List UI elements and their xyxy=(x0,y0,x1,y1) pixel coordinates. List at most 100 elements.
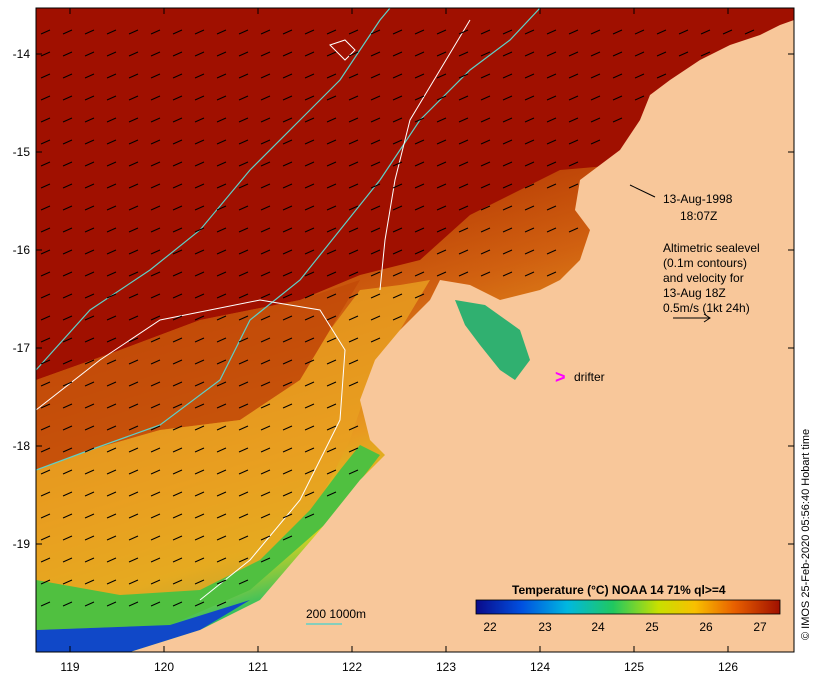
velocity-arrow xyxy=(84,205,95,211)
velocity-arrow xyxy=(62,271,73,277)
velocity-arrow xyxy=(84,359,95,365)
velocity-arrow xyxy=(304,359,315,365)
velocity-arrow xyxy=(172,359,183,365)
velocity-arrow xyxy=(414,161,425,167)
velocity-arrow xyxy=(62,73,73,79)
velocity-arrow xyxy=(150,183,161,189)
velocity-arrow xyxy=(238,139,249,145)
velocity-arrow xyxy=(150,139,161,145)
velocity-arrow xyxy=(282,513,293,519)
velocity-arrow xyxy=(260,381,271,387)
velocity-arrow xyxy=(260,271,271,277)
velocity-arrow xyxy=(260,161,271,167)
velocity-arrow xyxy=(128,381,139,387)
velocity-arrow xyxy=(304,205,315,211)
velocity-arrow xyxy=(678,51,689,57)
cool-coastal-band xyxy=(36,280,430,600)
velocity-arrow xyxy=(238,469,249,475)
velocity-arrow xyxy=(458,249,469,255)
velocity-arrow xyxy=(238,447,249,453)
lat-tick-label: -17 xyxy=(13,341,31,355)
velocity-arrow xyxy=(260,403,271,409)
velocity-arrow xyxy=(502,95,513,101)
velocity-arrow xyxy=(106,161,117,167)
velocity-arrow xyxy=(260,491,271,497)
velocity-arrow xyxy=(348,205,359,211)
velocity-arrow xyxy=(216,161,227,167)
velocity-arrow xyxy=(40,403,51,409)
velocity-arrow xyxy=(590,95,601,101)
velocity-arrow xyxy=(260,337,271,343)
velocity-arrow xyxy=(172,557,183,563)
velocity-arrow xyxy=(194,381,205,387)
velocity-arrow xyxy=(458,227,469,233)
sealevel-contour-3 xyxy=(329,39,356,61)
velocity-arrow xyxy=(40,183,51,189)
velocity-arrow xyxy=(62,293,73,299)
velocity-arrow xyxy=(392,293,403,299)
velocity-arrow xyxy=(194,73,205,79)
velocity-arrow xyxy=(62,29,73,35)
velocity-arrow xyxy=(370,161,381,167)
velocity-arrow xyxy=(62,425,73,431)
velocity-arrow xyxy=(348,249,359,255)
velocity-arrow xyxy=(62,227,73,233)
velocity-arrow xyxy=(40,315,51,321)
velocity-arrow xyxy=(62,359,73,365)
velocity-arrow xyxy=(282,29,293,35)
velocity-arrow xyxy=(172,381,183,387)
velocity-arrow xyxy=(84,249,95,255)
velocity-arrow xyxy=(502,271,513,277)
velocity-arrow xyxy=(282,469,293,475)
velocity-arrow xyxy=(62,161,73,167)
velocity-arrow xyxy=(172,161,183,167)
velocity-arrow xyxy=(106,337,117,343)
lon-tick-label: 120 xyxy=(154,660,174,674)
velocity-arrow xyxy=(502,205,513,211)
colorbar xyxy=(475,599,781,615)
legend-text: Altimetric sealevel (0.1m contours) and … xyxy=(663,241,760,315)
velocity-arrow xyxy=(106,579,117,585)
velocity-arrow xyxy=(216,29,227,35)
velocity-arrow xyxy=(128,139,139,145)
velocity-arrow xyxy=(260,513,271,519)
velocity-arrow xyxy=(194,535,205,541)
velocity-arrow xyxy=(150,469,161,475)
lon-tick-label: 125 xyxy=(624,660,644,674)
velocity-arrow xyxy=(282,359,293,365)
velocity-arrow xyxy=(348,117,359,123)
velocity-arrow xyxy=(546,117,557,123)
velocity-arrow xyxy=(370,139,381,145)
velocity-arrow xyxy=(238,513,249,519)
velocity-arrow xyxy=(524,249,535,255)
velocity-arrow xyxy=(40,117,51,123)
velocity-arrow xyxy=(106,117,117,123)
velocity-arrow xyxy=(194,293,205,299)
velocity-arrow xyxy=(128,227,139,233)
velocity-arrow xyxy=(194,205,205,211)
velocity-arrow xyxy=(40,227,51,233)
velocity-arrows xyxy=(40,29,755,607)
velocity-arrow xyxy=(524,51,535,57)
velocity-arrow xyxy=(282,183,293,189)
velocity-arrow xyxy=(304,183,315,189)
velocity-arrow xyxy=(546,161,557,167)
velocity-arrow xyxy=(700,29,711,35)
velocity-arrow xyxy=(172,579,183,585)
velocity-arrow xyxy=(238,227,249,233)
velocity-arrow xyxy=(326,161,337,167)
velocity-arrow xyxy=(590,139,601,145)
velocity-arrow xyxy=(546,183,557,189)
velocity-arrow xyxy=(502,51,513,57)
velocity-arrow xyxy=(106,293,117,299)
velocity-arrow xyxy=(62,557,73,563)
colorbar-ticks: 22 23 24 25 26 27 xyxy=(483,620,767,634)
velocity-arrow xyxy=(216,73,227,79)
velocity-arrow xyxy=(480,95,491,101)
velocity-arrow xyxy=(414,249,425,255)
velocity-arrow xyxy=(106,601,117,607)
velocity-scale-arrow xyxy=(673,313,711,323)
velocity-arrow xyxy=(282,51,293,57)
velocity-arrow xyxy=(282,205,293,211)
